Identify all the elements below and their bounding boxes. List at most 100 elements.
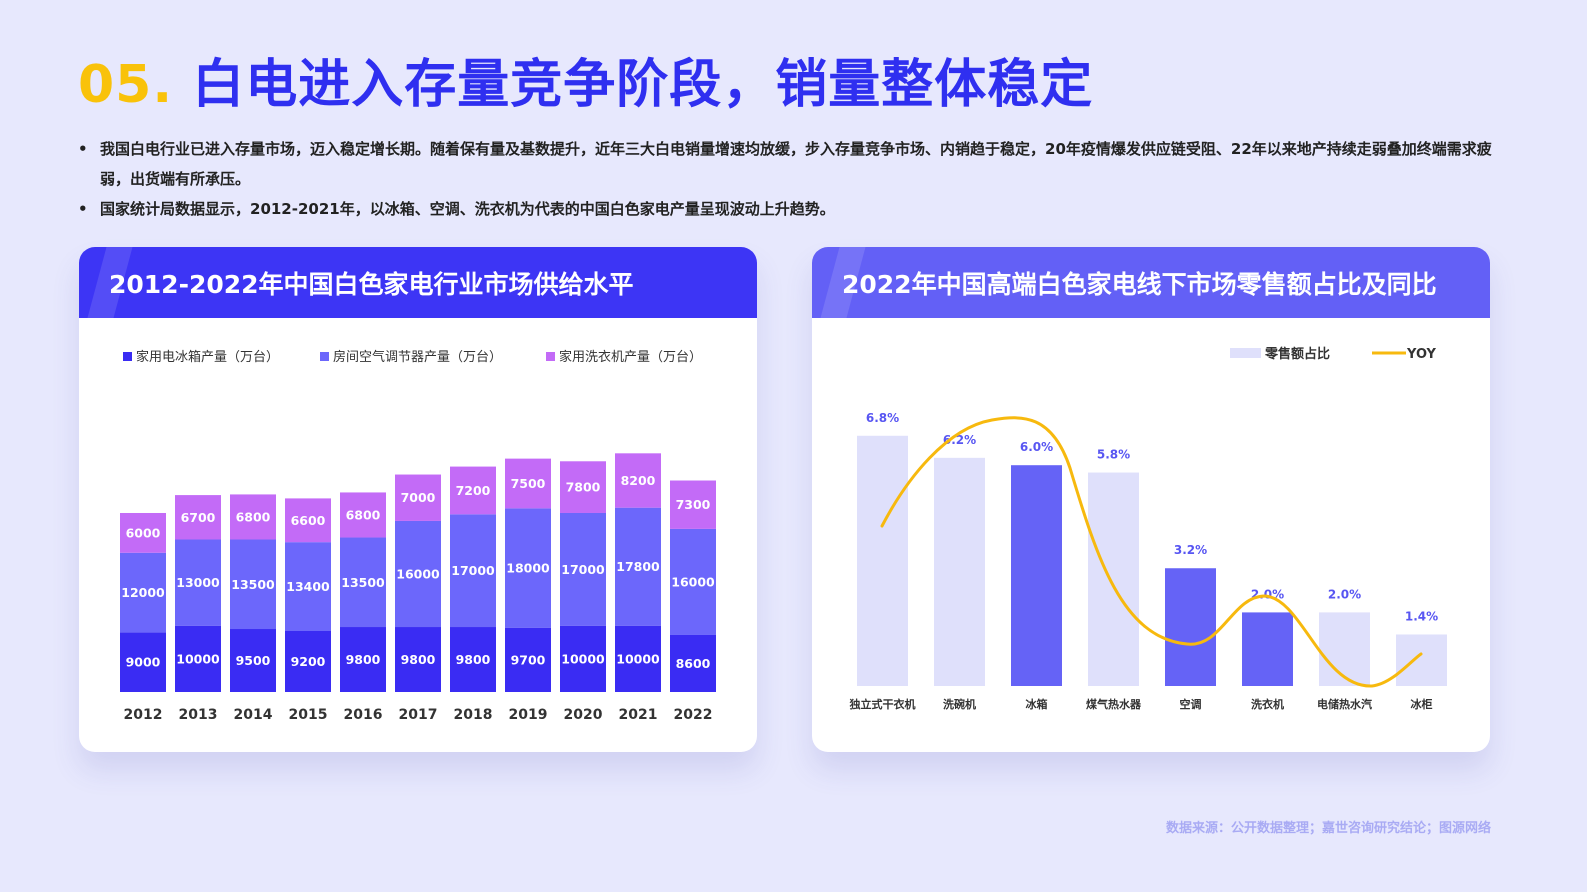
bullet-text: 国家统计局数据显示，2012-2021年，以冰箱、空调、洗衣机为代表的中国白色家… <box>100 200 835 218</box>
bar-segment <box>285 498 331 543</box>
retail-chart-title: 2022年中国高端白色家电线下市场零售额占比及同比 <box>842 269 1437 299</box>
bar-value-label: 7800 <box>566 480 601 495</box>
x-tick-label: 2018 <box>454 707 493 723</box>
share-value-label: 3.2% <box>1174 543 1207 557</box>
bullet-list: • 我国白电行业已进入存量市场，迈入稳定增长期。随着保有量及基数提升，近年三大白… <box>78 134 1508 224</box>
bar-value-label: 13500 <box>341 575 385 590</box>
bar-segment <box>340 492 386 538</box>
share-value-label: 2.0% <box>1251 587 1284 601</box>
share-bar <box>1165 568 1216 686</box>
x-tick-label: 2013 <box>179 707 218 723</box>
bar-value-label: 8200 <box>621 473 656 488</box>
share-value-label: 1.4% <box>1405 609 1438 623</box>
legend-label: 家用电冰箱产量（万台） <box>136 349 279 365</box>
title-number: 05. <box>78 55 174 115</box>
bar-segment <box>230 539 276 630</box>
bar-segment <box>450 514 496 628</box>
bar-segment <box>560 625 606 692</box>
x-tick-label: 电储热水汽 <box>1317 697 1372 711</box>
x-tick-label: 独立式干衣机 <box>849 697 916 711</box>
bar-value-label: 16000 <box>671 574 715 589</box>
bar-segment <box>175 495 221 540</box>
bar-segment <box>450 627 496 692</box>
bar-value-label: 10000 <box>561 651 605 666</box>
bar-value-label: 9800 <box>401 652 436 667</box>
legend-swatch <box>320 352 329 361</box>
supply-chart-header: 2012-2022年中国白色家电行业市场供给水平 <box>79 247 757 318</box>
bullet-dot-icon: • <box>78 200 88 218</box>
bar-value-label: 6800 <box>346 507 381 522</box>
bar-segment <box>560 512 606 626</box>
bar-value-label: 10000 <box>616 651 660 666</box>
bar-value-label: 13500 <box>231 577 275 592</box>
bar-segment <box>395 474 441 521</box>
bar-value-label: 9700 <box>511 652 546 667</box>
bar-value-label: 6000 <box>126 525 161 540</box>
bar-value-label: 17800 <box>616 559 660 574</box>
bar-segment <box>615 507 661 626</box>
legend-label: 零售额占比 <box>1264 346 1330 362</box>
bar-segment <box>175 625 221 692</box>
bar-segment <box>340 627 386 692</box>
bar-value-label: 9800 <box>346 652 381 667</box>
supply-stacked-bar-chart: 家用电冰箱产量（万台） 房间空气调节器产量（万台） 家用洗衣机产量（万台） 9000 1… <box>120 349 716 723</box>
bar-segment <box>120 552 166 633</box>
legend-swatch <box>123 352 132 361</box>
bar-value-label: 12000 <box>121 585 165 600</box>
share-value-label: 6.2% <box>943 433 976 447</box>
bar-segment <box>230 494 276 540</box>
share-bar <box>1242 612 1293 686</box>
bar-value-label: 7000 <box>401 490 436 505</box>
x-tick-label: 2022 <box>674 707 713 723</box>
bar-segment <box>505 458 551 509</box>
bar-value-label: 6600 <box>291 513 326 528</box>
title-text: 白电进入存量竞争阶段，销量整体稳定 <box>192 55 1094 115</box>
bar-segment <box>285 631 331 692</box>
share-bar <box>857 435 908 686</box>
bar-value-label: 17000 <box>561 562 605 577</box>
share-bar <box>1088 472 1139 686</box>
legend-label: YOY <box>1406 347 1437 362</box>
x-tick-label: 2020 <box>564 707 603 723</box>
bar-segment <box>670 480 716 529</box>
x-tick-label: 2019 <box>509 707 548 723</box>
share-bar <box>1319 612 1370 686</box>
bar-value-label: 17000 <box>451 563 495 578</box>
bullet-item: • 我国白电行业已进入存量市场，迈入稳定增长期。随着保有量及基数提升，近年三大白… <box>78 134 1508 194</box>
bar-value-label: 13000 <box>176 575 220 590</box>
x-tick-label: 2017 <box>399 707 438 723</box>
retail-chart-header: 2022年中国高端白色家电线下市场零售额占比及同比 <box>812 247 1490 318</box>
legend-label: 家用洗衣机产量（万台） <box>559 349 702 365</box>
share-bar <box>1396 634 1447 686</box>
bullet-dot-icon: • <box>78 140 88 158</box>
x-tick-label: 2012 <box>124 707 163 723</box>
bar-segment <box>505 508 551 628</box>
x-tick-label: 冰箱 <box>1026 697 1048 711</box>
share-value-label: 5.8% <box>1097 448 1130 462</box>
bar-value-label: 9200 <box>291 654 326 669</box>
data-source-note: 数据来源：公开数据整理；嘉世咨询研究结论；图源网络 <box>1165 821 1491 836</box>
bar-segment <box>175 539 221 626</box>
bar-value-label: 7500 <box>511 476 546 491</box>
bar-segment <box>560 461 606 513</box>
bar-segment <box>120 632 166 692</box>
bar-value-label: 6800 <box>236 509 271 524</box>
bar-segment <box>450 466 496 515</box>
bar-value-label: 13400 <box>286 579 330 594</box>
bar-value-label: 9800 <box>456 652 491 667</box>
legend-swatch <box>1230 348 1261 358</box>
legend-swatch <box>546 352 555 361</box>
page-title: 05. 白电进入存量竞争阶段，销量整体稳定 <box>78 42 1093 117</box>
x-tick-label: 冰柜 <box>1411 697 1433 711</box>
bar-segment <box>670 634 716 692</box>
x-tick-label: 空调 <box>1180 697 1202 711</box>
share-value-label: 6.8% <box>866 411 899 425</box>
bar-value-label: 18000 <box>506 561 550 576</box>
bar-value-label: 8600 <box>676 656 711 671</box>
share-value-label: 6.0% <box>1020 440 1053 454</box>
bar-value-label: 7200 <box>456 483 491 498</box>
bar-value-label: 9000 <box>126 655 161 670</box>
bar-segment <box>670 528 716 635</box>
supply-chart-card: 2012-2022年中国白色家电行业市场供给水平 家用电冰箱产量（万台） 房间空气… <box>79 247 757 752</box>
x-tick-label: 2016 <box>344 707 383 723</box>
